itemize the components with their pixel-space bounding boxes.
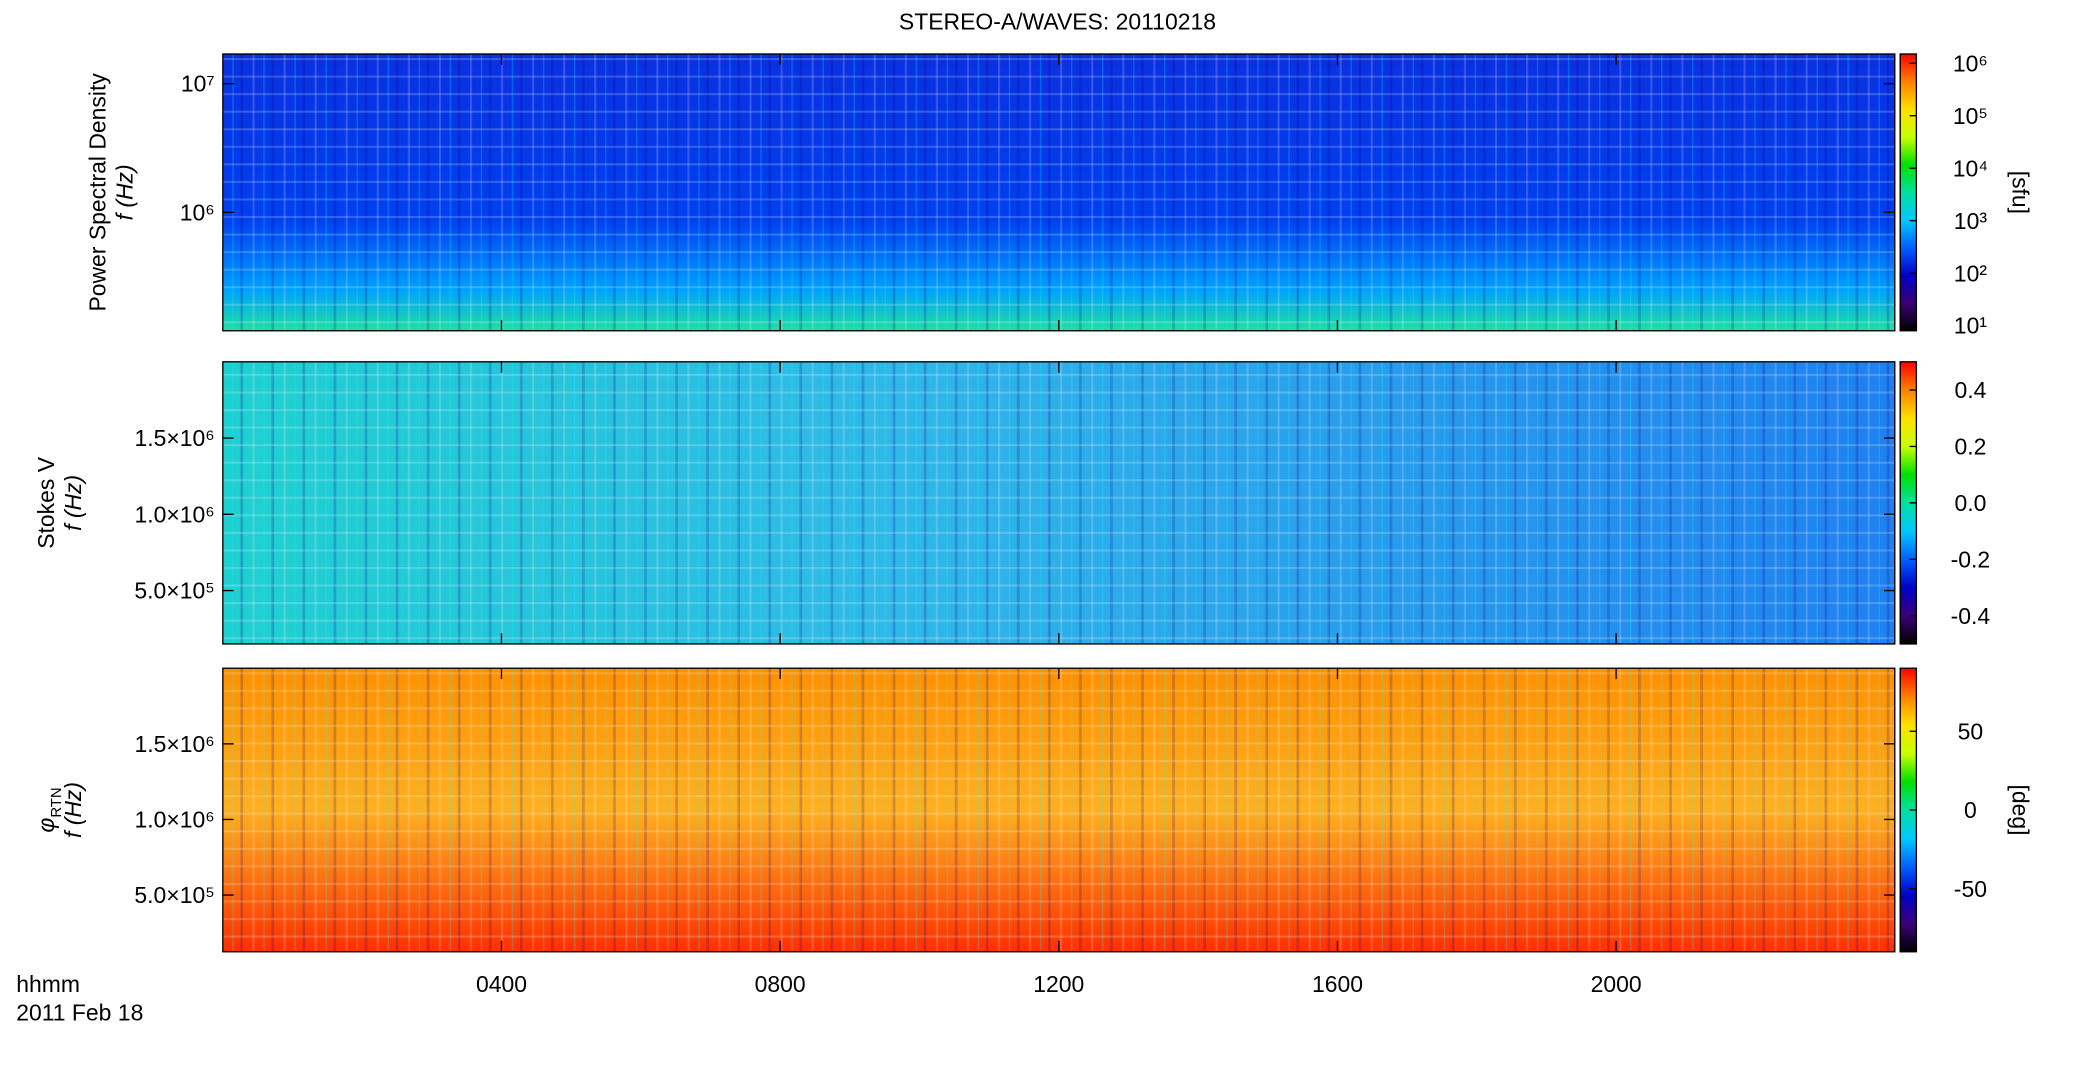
colorbar-tick-label: 50 [1958,718,1984,744]
y-axis-label-unit: f (Hz) [60,475,86,531]
colorbar-tick-label: 10² [1954,260,1988,286]
y-tick-label: 5.0×10⁵ [134,882,214,908]
colorbar-tick-label: 0 [1964,797,1977,823]
x-axis-label: hhmm [16,971,80,997]
colorbar-tick-label: -50 [1954,876,1987,902]
x-tick-label: 0400 [476,971,527,997]
spectrogram-texture [222,54,1895,331]
colorbar-tick-label: 0.2 [1954,434,1986,460]
y-tick-label: 1.5×10⁶ [134,425,214,451]
y-tick-label: 10⁶ [180,199,215,225]
colorbar-label: [deg] [2007,784,2033,835]
y-tick-label: 1.0×10⁶ [134,807,214,833]
colorbar [1900,668,1917,952]
colorbar [1900,361,1917,644]
colorbar-tick-label: -0.2 [1951,546,1991,572]
y-axis-label-main: φ [33,818,59,833]
y-tick-label: 10⁷ [181,71,215,97]
colorbar-tick-label: 0.0 [1954,490,1986,516]
colorbar-label: [sfu] [2007,171,2033,214]
y-tick-label: 1.5×10⁶ [134,731,214,757]
y-axis-label-main: Power Spectral Density [84,73,110,312]
y-axis-label-unit: f (Hz) [111,164,137,220]
spectrogram-texture [222,668,1895,952]
title: STEREO-A/WAVES: 20110218 [899,9,1216,35]
x-tick-label: 1600 [1312,971,1363,997]
colorbar-tick-label: 10⁶ [1953,50,1988,76]
date-label: 2011 Feb 18 [16,1000,143,1026]
colorbar-tick-label: 10¹ [1954,313,1988,339]
colorbar-tick-label: 10⁵ [1953,103,1988,129]
colorbar-tick-label: 10⁴ [1953,155,1988,181]
colorbar-tick-label: 10³ [1954,208,1988,234]
y-axis-label-symbol: φRTN [33,787,65,832]
colorbar-tick-label: 0.4 [1954,377,1986,403]
colorbar-tick-label: -0.4 [1951,603,1991,629]
spectrogram-texture [222,361,1895,644]
x-tick-label: 1200 [1033,971,1084,997]
colorbar-frame [1899,53,1918,332]
y-tick-label: 5.0×10⁵ [134,578,214,604]
colorbar [1900,54,1917,331]
x-tick-label: 2000 [1591,971,1642,997]
x-tick-label: 0800 [755,971,806,997]
y-axis-label-sub: RTN [49,787,65,817]
y-axis-label-unit: f (Hz) [60,782,86,838]
y-axis-label-main: Stokes V [33,456,59,548]
y-tick-label: 1.0×10⁶ [134,501,214,527]
y-axis-label: Power Spectral Density f (Hz) [84,73,137,312]
